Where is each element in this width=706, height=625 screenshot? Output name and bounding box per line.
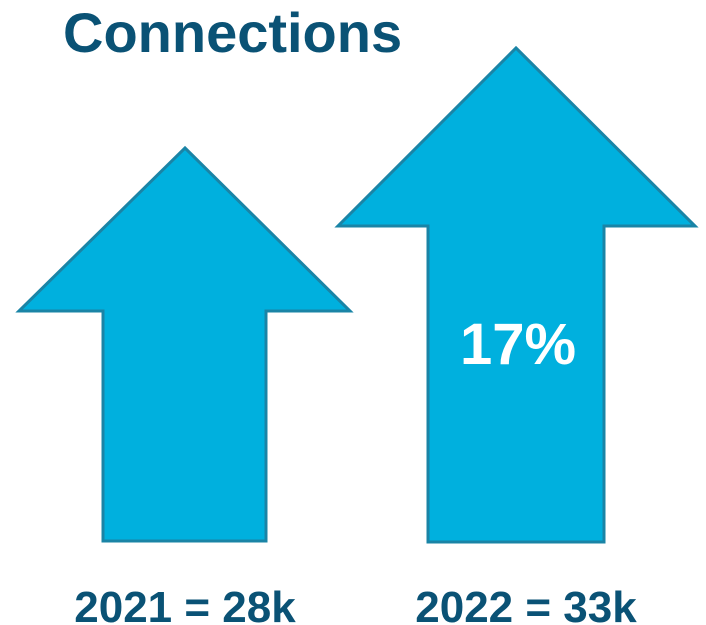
page-title: Connections xyxy=(63,1,402,64)
growth-percent-label: 17% xyxy=(460,312,576,377)
arrow-2021 xyxy=(15,145,354,543)
year-2021-label: 2021 = 28k xyxy=(74,583,296,625)
year-2022-label: 2022 = 33k xyxy=(415,583,637,625)
arrow-2022 xyxy=(334,45,699,544)
